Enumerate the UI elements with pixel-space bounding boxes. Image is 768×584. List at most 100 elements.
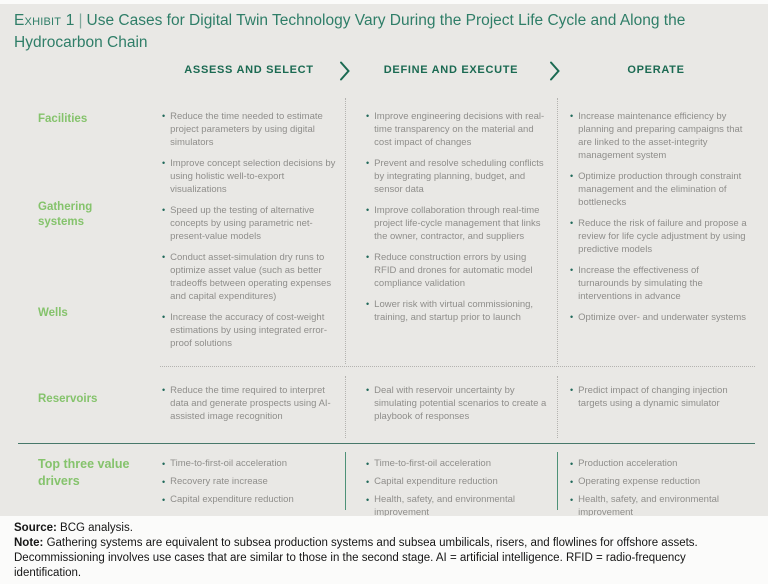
row-label-reservoirs: Reservoirs [38, 393, 98, 405]
row-label-value-drivers: Top three value drivers [38, 457, 130, 488]
bullet-text: Increase the effectiveness of turnaround… [578, 265, 703, 302]
bullet-text: Time-to-first-oil acceleration [374, 458, 491, 469]
list-item: • Reduce the time required to interpret d… [162, 384, 340, 423]
list-item: • Recovery rate increase [162, 476, 340, 489]
list-item: • Production acceleration [570, 458, 750, 471]
bullet-text: Capital expenditure reduction [170, 494, 294, 505]
bullet-icon: • [162, 385, 166, 395]
bullet-icon: • [366, 111, 370, 121]
list-item: • Health, safety, and environmental impro… [366, 494, 548, 519]
bullet-icon: • [162, 495, 166, 505]
title-text: Use Cases for Digital Twin Technology Va… [14, 12, 686, 51]
bullet-text: Improve collaboration through real-time … [374, 205, 541, 242]
bullet-text: Lower risk with virtual commissioning, t… [374, 299, 534, 323]
bullet-text: Time-to-first-oil acceleration [170, 458, 287, 469]
bullet-text: Optimize over- and underwater systems [578, 312, 747, 323]
list-item: • Reduce construction errors by using RFI… [366, 251, 548, 290]
source-text: BCG analysis. [60, 522, 133, 534]
bullet-icon: • [570, 111, 574, 121]
bullet-icon: • [570, 459, 574, 469]
list-item: • Improve collaboration through real-time… [366, 204, 548, 243]
bullet-icon: • [366, 385, 370, 395]
bullet-icon: • [570, 171, 574, 181]
bullet-text: Speed up the testing of alternative conc… [170, 205, 315, 242]
list-item: • Operating expense reduction [570, 476, 750, 489]
bullet-icon: • [366, 252, 370, 262]
row-label-gathering-systems: Gathering systems [38, 201, 93, 228]
column-divider-solid [345, 452, 346, 510]
list-item: • Predict impact of changing injection ta… [570, 384, 750, 410]
bullet-icon: • [162, 459, 166, 469]
bullet-text: Improve concept selection decisions by u… [170, 158, 336, 195]
bullet-icon: • [366, 459, 370, 469]
bullet-text: Deal with reservoir uncertainty by simul… [374, 385, 547, 422]
note-text: Gathering systems are equivalent to subs… [14, 537, 698, 579]
assess-reservoirs-list: • Reduce the time required to interpret d… [162, 384, 340, 431]
list-item: • Lower risk with virtual commissioning, … [366, 298, 548, 324]
chevron-right-icon [339, 61, 351, 81]
exhibit-title: Exhibit 1 | Use Cases for Digital Twin Tec… [14, 10, 736, 54]
assess-main-list: • Reduce the time needed to estimate proj… [162, 110, 340, 358]
list-item: • Increase maintenance efficiency by plan… [570, 110, 750, 162]
list-item: • Deal with reservoir uncertainty by simu… [366, 384, 548, 423]
note-line: Note: Gathering systems are equivalent t… [14, 536, 754, 581]
column-divider-dotted [557, 376, 558, 438]
list-item: • Capital expenditure reduction [366, 476, 548, 489]
list-item: • Reduce the risk of failure and propose … [570, 217, 750, 256]
list-item: • Capital expenditure reduction [162, 494, 340, 507]
list-item: • Conduct asset-simulation dry runs to op… [162, 251, 340, 303]
list-item: • Optimize production through constraint … [570, 170, 750, 209]
column-header-operate: OPERATE [627, 64, 685, 76]
bullet-icon: • [366, 299, 370, 309]
bullet-text: Health, safety, and environmental improv… [578, 494, 719, 518]
column-divider-dotted [345, 98, 346, 364]
bullet-text: Conduct asset-simulation dry runs to opt… [170, 252, 332, 302]
footer: Source: BCG analysis. Note: Gathering sy… [0, 516, 768, 584]
bullet-text: Operating expense reduction [578, 476, 701, 487]
bullet-text: Reduce the time needed to estimate proje… [170, 111, 323, 148]
source-line: Source: BCG analysis. [14, 521, 754, 536]
list-item: • Reduce the time needed to estimate proj… [162, 110, 340, 149]
source-label: Source: [14, 522, 57, 534]
list-item: • Health, safety, and environmental impro… [570, 494, 750, 519]
bullet-icon: • [570, 495, 574, 505]
bullet-icon: • [366, 477, 370, 487]
define-reservoirs-list: • Deal with reservoir uncertainty by simu… [366, 384, 548, 431]
bullet-icon: • [162, 477, 166, 487]
bullet-icon: • [570, 312, 574, 322]
exhibit-number: Exhibit 1 [14, 12, 75, 29]
list-item: • Increase the effectiveness of turnaroun… [570, 264, 750, 303]
bullet-text: Production acceleration [578, 458, 678, 469]
column-divider-solid [557, 452, 558, 510]
bullet-icon: • [162, 252, 166, 262]
bullet-text: Increase the accuracy of cost-weight est… [170, 312, 327, 349]
assess-value-drivers-list: • Time-to-first-oil acceleration • Recover… [162, 458, 340, 512]
operate-main-list: • Increase maintenance efficiency by plan… [570, 110, 750, 332]
bullet-text: Recovery rate increase [170, 476, 268, 487]
define-main-list: • Improve engineering decisions with real… [366, 110, 548, 332]
note-label: Note: [14, 537, 44, 549]
bullet-icon: • [570, 385, 574, 395]
title-divider: | [78, 12, 83, 29]
list-item: • Improve concept selection decisions by … [162, 157, 340, 196]
row-divider-dotted [160, 366, 755, 367]
row-divider-solid [18, 443, 755, 444]
bullet-text: Improve engineering decisions with real-… [374, 111, 545, 148]
list-item: • Prevent and resolve scheduling conflict… [366, 157, 548, 196]
bullet-icon: • [570, 265, 574, 275]
bullet-text: Reduce the risk of failure and propose a… [578, 218, 747, 255]
exhibit-panel [0, 4, 768, 516]
operate-value-drivers-list: • Production acceleration • Operating expe… [570, 458, 750, 524]
row-label-facilities: Facilities [38, 113, 88, 125]
list-item: • Increase the accuracy of cost-weight es… [162, 311, 340, 350]
bullet-icon: • [366, 495, 370, 505]
bullet-icon: • [162, 205, 166, 215]
bullet-text: Capital expenditure reduction [374, 476, 498, 487]
bullet-icon: • [162, 312, 166, 322]
chevron-right-icon [549, 61, 561, 81]
bullet-text: Optimize production through constraint m… [578, 171, 742, 208]
list-item: • Time-to-first-oil acceleration [162, 458, 340, 471]
bullet-icon: • [570, 218, 574, 228]
column-header-assess-and-select: ASSESS AND SELECT [184, 64, 314, 76]
bullet-icon: • [366, 158, 370, 168]
